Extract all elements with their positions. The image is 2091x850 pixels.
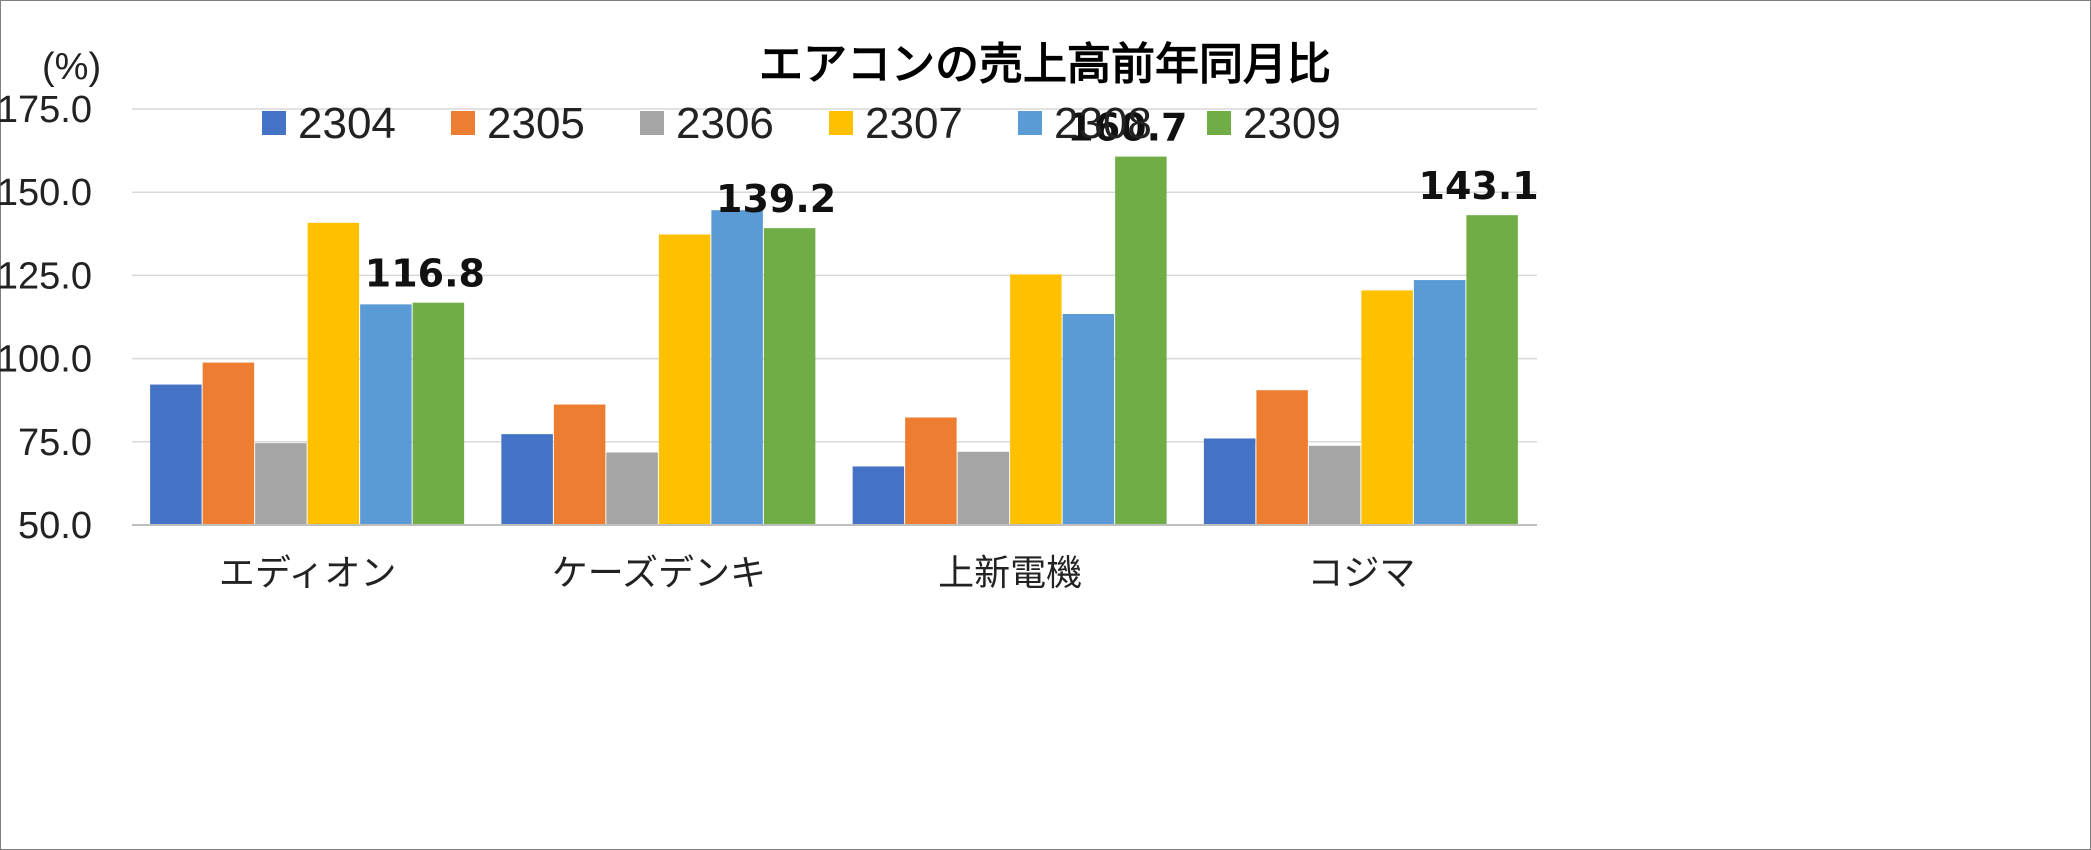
x-tick-label: 上新電機 — [938, 553, 1082, 594]
y-tick-label: 50.0 — [18, 505, 92, 547]
legend-label-2308: 2308 — [1054, 99, 1152, 148]
y-axis-unit-label: (%) — [42, 46, 101, 88]
data-label: 139.2 — [716, 177, 836, 221]
bar-2308 — [1062, 314, 1115, 525]
bar-2308 — [360, 304, 412, 525]
y-tick-label: 125.0 — [0, 255, 92, 297]
bar-2304 — [852, 466, 905, 525]
bar-2304 — [150, 384, 202, 525]
y-tick-label: 100.0 — [0, 339, 92, 381]
data-label: 143.1 — [1419, 164, 1539, 208]
legend-label-2304: 2304 — [298, 99, 396, 148]
y-tick-label: 175.0 — [0, 89, 92, 131]
bars — [150, 156, 1518, 525]
bar-2307 — [658, 234, 711, 525]
y-tick-label: 150.0 — [0, 172, 92, 214]
chart-title: エアコンの売上高前年同月比 — [759, 39, 1331, 90]
bar-2305 — [202, 362, 255, 525]
bar-2307 — [1361, 290, 1413, 525]
bar-2306 — [957, 451, 1010, 525]
legend-swatch-2306 — [640, 111, 664, 135]
bar-2304 — [501, 434, 553, 525]
data-label: 116.8 — [365, 252, 485, 296]
legend-swatch-2307 — [829, 111, 853, 135]
x-tick-label: コジマ — [1307, 553, 1415, 594]
x-axis-categories: エディオン ケーズデンキ 上新電機 コジマ — [219, 553, 1416, 594]
x-tick-label: エディオン — [219, 553, 396, 594]
legend-swatch-2304 — [262, 111, 286, 135]
bar-2309 — [412, 302, 465, 525]
bar-2309 — [763, 228, 816, 525]
legend-label-2309: 2309 — [1243, 99, 1341, 148]
legend-label-2305: 2305 — [487, 99, 585, 148]
legend: 2304 2305 2306 2307 2308 2309 — [262, 99, 1341, 148]
legend-label-2307: 2307 — [865, 99, 963, 148]
legend-swatch-2309 — [1207, 111, 1231, 135]
bar-2305 — [553, 404, 606, 525]
bar-2306 — [606, 452, 658, 525]
legend-label-2306: 2306 — [676, 99, 774, 148]
bar-2306 — [1308, 445, 1361, 525]
bar-2309 — [1466, 215, 1518, 525]
x-tick-label: ケーズデンキ — [552, 553, 766, 594]
data-labels: 116.8 139.2 160.7 143.1 — [365, 106, 1539, 296]
legend-swatch-2305 — [451, 111, 475, 135]
bar-2307 — [307, 222, 360, 525]
bar-2308 — [711, 210, 763, 525]
data-label: 160.7 — [1067, 106, 1187, 150]
y-tick-label: 75.0 — [18, 422, 92, 464]
bar-2304 — [1203, 438, 1256, 525]
bar-2305 — [905, 417, 957, 525]
bar-2306 — [255, 443, 307, 525]
y-axis-ticks: 50.0 75.0 100.0 125.0 150.0 175.0 — [0, 89, 92, 547]
bar-2305 — [1256, 390, 1308, 525]
bar-2309 — [1115, 156, 1167, 525]
legend-swatch-2308 — [1018, 111, 1042, 135]
bar-2308 — [1413, 280, 1466, 525]
bar-2307 — [1010, 274, 1062, 525]
